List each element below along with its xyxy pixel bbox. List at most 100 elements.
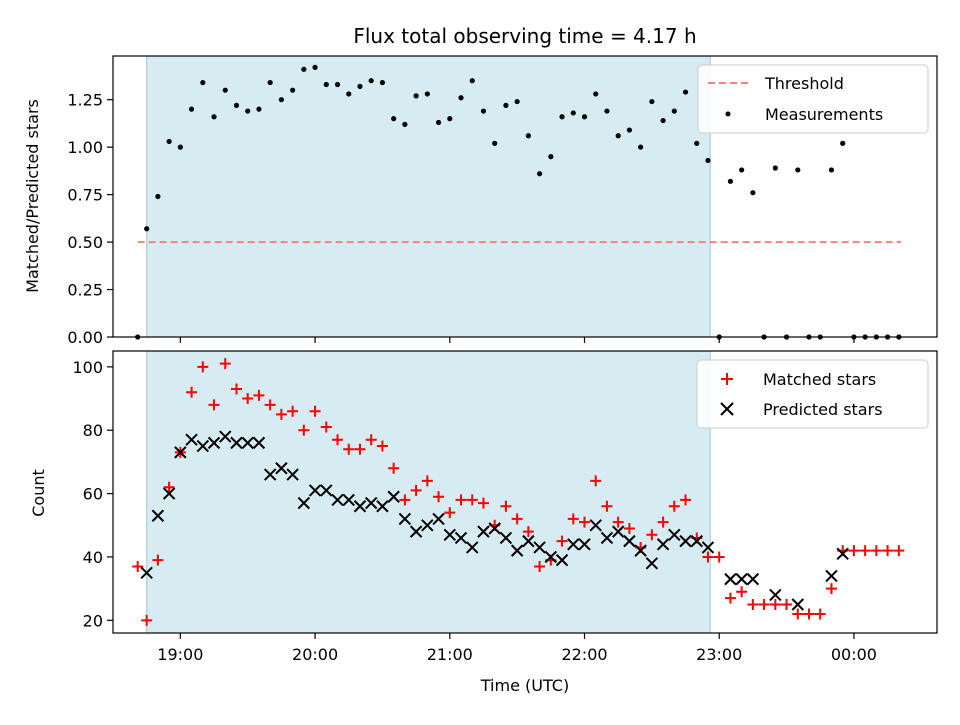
bottom-y-axis-label: Count bbox=[29, 469, 48, 517]
matched-star-point bbox=[646, 529, 658, 541]
top-legend: Threshold Measurements bbox=[697, 64, 929, 134]
predicted-star-point bbox=[600, 531, 614, 545]
predicted-star-point bbox=[241, 436, 254, 450]
matched-star-point bbox=[870, 545, 882, 557]
matched-star-point bbox=[219, 358, 231, 370]
predicted-star-point bbox=[151, 509, 165, 522]
bottom-legend-box bbox=[696, 359, 929, 429]
measurement-point bbox=[323, 81, 329, 88]
bottom-y-tick-label: 100 bbox=[72, 358, 103, 377]
top-observing-window-layer bbox=[146, 55, 711, 338]
matched-star-point bbox=[893, 545, 905, 557]
measurement-point bbox=[447, 116, 453, 122]
measurement-point bbox=[480, 108, 487, 114]
top-legend-box bbox=[697, 64, 929, 134]
top-panel: 0.00 0.25 0.50 0.75 1.00 1.25 Matched/Predict… bbox=[23, 55, 938, 347]
predicted-star-point bbox=[162, 487, 176, 500]
predicted-star-point bbox=[185, 433, 198, 446]
measurement-point bbox=[144, 226, 150, 232]
measurement-point bbox=[828, 167, 835, 173]
predicted-star-point bbox=[454, 531, 468, 545]
measurement-point bbox=[222, 87, 228, 93]
matched-star-point bbox=[365, 434, 377, 446]
predicted-star-point bbox=[140, 566, 153, 580]
top-y-tick-label: 0.00 bbox=[67, 328, 103, 347]
measurement-point bbox=[503, 102, 509, 108]
matched-star-point bbox=[825, 583, 837, 595]
measurement-point bbox=[615, 133, 621, 139]
matched-star-point bbox=[612, 516, 624, 528]
measurement-point bbox=[233, 102, 240, 108]
matched-star-point bbox=[511, 513, 523, 525]
matched-star-point bbox=[163, 481, 175, 493]
predicted-star-point bbox=[252, 436, 266, 450]
measurement-point bbox=[402, 121, 408, 127]
measurement-point bbox=[200, 79, 206, 86]
predicted-star-point bbox=[656, 538, 670, 551]
predicted-star-point bbox=[645, 557, 659, 570]
measurement-point bbox=[155, 193, 161, 200]
measurement-point bbox=[413, 93, 419, 99]
matched-star-point bbox=[208, 399, 220, 411]
predicted-star-point bbox=[701, 541, 715, 554]
x-tick-label: 20:00 bbox=[292, 645, 338, 664]
predicted-star-point bbox=[623, 534, 636, 548]
matched-star-point bbox=[141, 614, 153, 626]
matched-star-point bbox=[769, 598, 781, 610]
matched-star-point bbox=[758, 598, 770, 610]
matched-star-point bbox=[197, 361, 209, 373]
bottom-y-tick-label: 40 bbox=[83, 548, 103, 567]
matched-star-point bbox=[466, 494, 478, 506]
measurement-point bbox=[660, 117, 666, 124]
matched-star-point bbox=[522, 526, 534, 538]
measurement-point bbox=[391, 116, 397, 122]
measurement-point bbox=[290, 87, 296, 93]
measurement-point bbox=[188, 106, 195, 112]
matched-star-point bbox=[859, 545, 871, 557]
predicted-star-point bbox=[510, 544, 524, 557]
bottom-axes-frame bbox=[112, 350, 938, 634]
measurement-point bbox=[301, 66, 307, 72]
legend-matched-swatch bbox=[721, 373, 733, 385]
predicted-star-point bbox=[196, 439, 210, 453]
measurement-point bbox=[166, 138, 172, 145]
matched-star-point bbox=[433, 491, 445, 503]
legend-predicted-swatch bbox=[720, 402, 734, 416]
measurement-point bbox=[570, 110, 576, 116]
matched-star-point bbox=[230, 383, 242, 395]
measurement-point bbox=[211, 114, 217, 120]
matched-star-point bbox=[567, 513, 579, 525]
predicted-star-point bbox=[353, 500, 367, 513]
legend-measurements-swatch bbox=[725, 111, 731, 117]
matched-star-point bbox=[264, 399, 276, 411]
predicted-star-point bbox=[320, 484, 333, 497]
matched-star-point bbox=[455, 494, 467, 506]
matched-star-point bbox=[657, 516, 669, 528]
matched-star-point bbox=[882, 545, 894, 557]
top-y-tick-label: 0.50 bbox=[67, 233, 103, 252]
measurement-point bbox=[694, 140, 700, 146]
matched-star-point bbox=[601, 500, 613, 512]
top-y-axis-label: Matched/Predicted stars bbox=[23, 99, 42, 293]
bottom-y-tick-label: 60 bbox=[83, 485, 103, 504]
matched-star-point bbox=[848, 545, 860, 557]
measurement-point bbox=[604, 108, 610, 114]
matched-star-point bbox=[623, 522, 635, 534]
matched-star-point bbox=[578, 516, 590, 528]
predicted-star-point bbox=[634, 544, 647, 557]
matched-star-point bbox=[444, 507, 456, 519]
predicted-star-point bbox=[555, 553, 569, 567]
matched-star-point bbox=[354, 443, 366, 455]
predicted-star-point bbox=[421, 519, 434, 532]
top-axes-frame bbox=[112, 55, 938, 338]
x-tick-label: 21:00 bbox=[427, 645, 473, 664]
measurement-point bbox=[593, 91, 599, 97]
predicted-star-point bbox=[376, 500, 389, 513]
x-tick-label: 22:00 bbox=[561, 645, 607, 664]
matched-star-point bbox=[668, 500, 680, 512]
matched-star-point bbox=[680, 494, 692, 506]
matched-star-point bbox=[814, 608, 826, 620]
measurement-point bbox=[379, 79, 386, 86]
matched-star-point bbox=[724, 592, 736, 604]
